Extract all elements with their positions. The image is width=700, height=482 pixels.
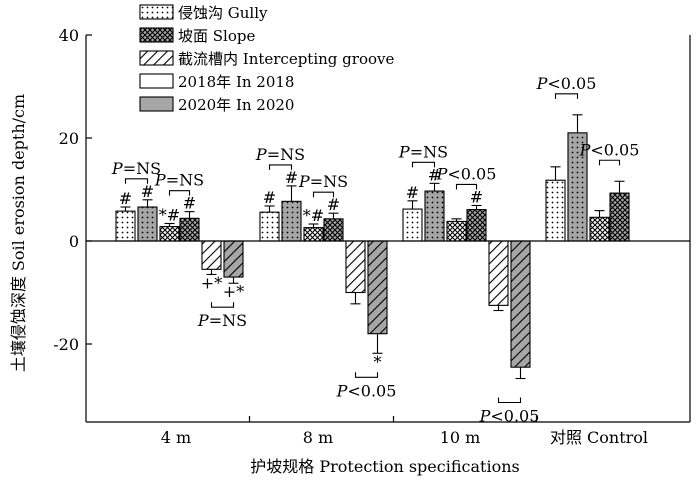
significance-mark: # (183, 194, 196, 213)
y-tick-label: 0 (69, 232, 79, 251)
p-value-label: P<0.05 (336, 381, 397, 400)
p-value-label: P<0.05 (479, 407, 540, 426)
x-axis-title: 护坡规格 Protection specifications (250, 457, 519, 476)
significance-mark: # (327, 195, 340, 214)
bar-slope-y2018 (159, 226, 180, 242)
bar-groove-y2020 (510, 240, 531, 368)
bar-slope-y2020 (609, 192, 630, 242)
legend-swatch (139, 50, 174, 66)
bar-gully-y2018 (115, 210, 136, 242)
comparison-bracket (497, 397, 522, 404)
p-value-label: P=NS (111, 159, 161, 178)
p-value-label: P=NS (298, 172, 348, 191)
significance-mark: * (374, 352, 382, 371)
legend-label: 2020年 In 2020 (178, 96, 294, 114)
bar-slope-y2020 (466, 209, 487, 242)
comparison-brackets: P=NSP=NSP=NSP=NSP=NSP<0.05P=NSP<0.05P<0.… (111, 74, 639, 426)
bar-slope-y2018 (303, 227, 324, 242)
legend-swatch (139, 4, 174, 20)
legend-swatch (139, 73, 174, 89)
significance-mark: # (263, 188, 276, 207)
legend-label: 2018年 In 2018 (178, 73, 294, 91)
y-axis: -20 0 20 40 (53, 26, 92, 354)
significance-mark: # (285, 168, 298, 187)
x-tick-label: 对照 Control (550, 428, 648, 447)
significance-mark: +* (201, 273, 222, 292)
bar-groove-y2018 (201, 240, 222, 270)
significance-marks: # #*##+* +*##*##*### (119, 165, 483, 371)
legend-swatch (139, 96, 174, 112)
y-tick-label: 20 (59, 129, 79, 148)
p-value-label: P=NS (197, 311, 247, 330)
y-tick-label: 40 (59, 26, 79, 45)
bar-gully-y2018 (259, 211, 280, 242)
bar-slope-y2020 (323, 218, 344, 242)
x-tick-label: 10 m (440, 428, 481, 447)
significance-mark: # (141, 182, 154, 201)
significance-mark: # (119, 189, 132, 208)
bar-gully-y2020 (424, 190, 445, 242)
significance-mark: # (428, 165, 441, 184)
bar-gully-y2018 (545, 179, 566, 242)
comparison-bracket (554, 93, 579, 99)
p-value-label: P=NS (255, 145, 305, 164)
p-value-label: P<0.05 (579, 140, 640, 159)
comparison-bracket (210, 302, 235, 308)
comparison-bracket (312, 191, 335, 198)
significance-mark: +* (223, 282, 244, 301)
comparison-bracket (168, 190, 191, 196)
bar-groove-y2018 (488, 240, 509, 306)
legend-label: 侵蚀沟 Gully (178, 4, 268, 22)
y-tick-label: -20 (53, 335, 79, 354)
bar-gully-y2020 (137, 206, 158, 242)
significance-mark: # (470, 187, 483, 206)
comparison-bracket (354, 372, 379, 378)
bar-groove-y2020 (367, 240, 388, 335)
bar-gully-y2018 (402, 208, 423, 242)
bar-groove-y2020 (223, 240, 244, 278)
significance-mark: # (406, 183, 419, 202)
y-axis-title: 土壤侵蚀深度 Soil erosion depth/cm (9, 94, 28, 372)
bar-slope-y2020 (179, 217, 200, 242)
p-value-label: P<0.05 (436, 164, 497, 183)
x-tick-label: 8 m (303, 428, 333, 447)
legend-label: 坡面 Slope (178, 27, 255, 45)
p-value-label: P<0.05 (536, 74, 597, 93)
bars (115, 132, 630, 368)
significance-mark: *# (159, 205, 180, 224)
legend-label: 截流槽内 Intercepting groove (178, 50, 394, 68)
legend: 侵蚀沟 Gully 坡面 Slope 截流槽内 Intercepting groov… (139, 4, 394, 114)
x-axis: 4 m 8 m 10 m 对照 Control (161, 416, 648, 447)
comparison-bracket (598, 159, 621, 166)
comparison-bracket (411, 161, 436, 168)
legend-swatch (139, 27, 174, 43)
comparison-bracket (268, 164, 293, 170)
bar-slope-y2018 (589, 216, 610, 242)
x-tick-label: 4 m (161, 428, 191, 447)
p-value-label: P=NS (154, 171, 204, 190)
bar-groove-y2018 (345, 240, 366, 294)
bar-gully-y2020 (281, 200, 302, 242)
bar-slope-y2018 (446, 220, 467, 242)
comparison-bracket (124, 178, 149, 184)
error-bars (120, 114, 625, 380)
comparison-bracket (455, 183, 478, 190)
significance-mark: *# (303, 206, 324, 225)
p-value-label: P=NS (398, 142, 448, 161)
